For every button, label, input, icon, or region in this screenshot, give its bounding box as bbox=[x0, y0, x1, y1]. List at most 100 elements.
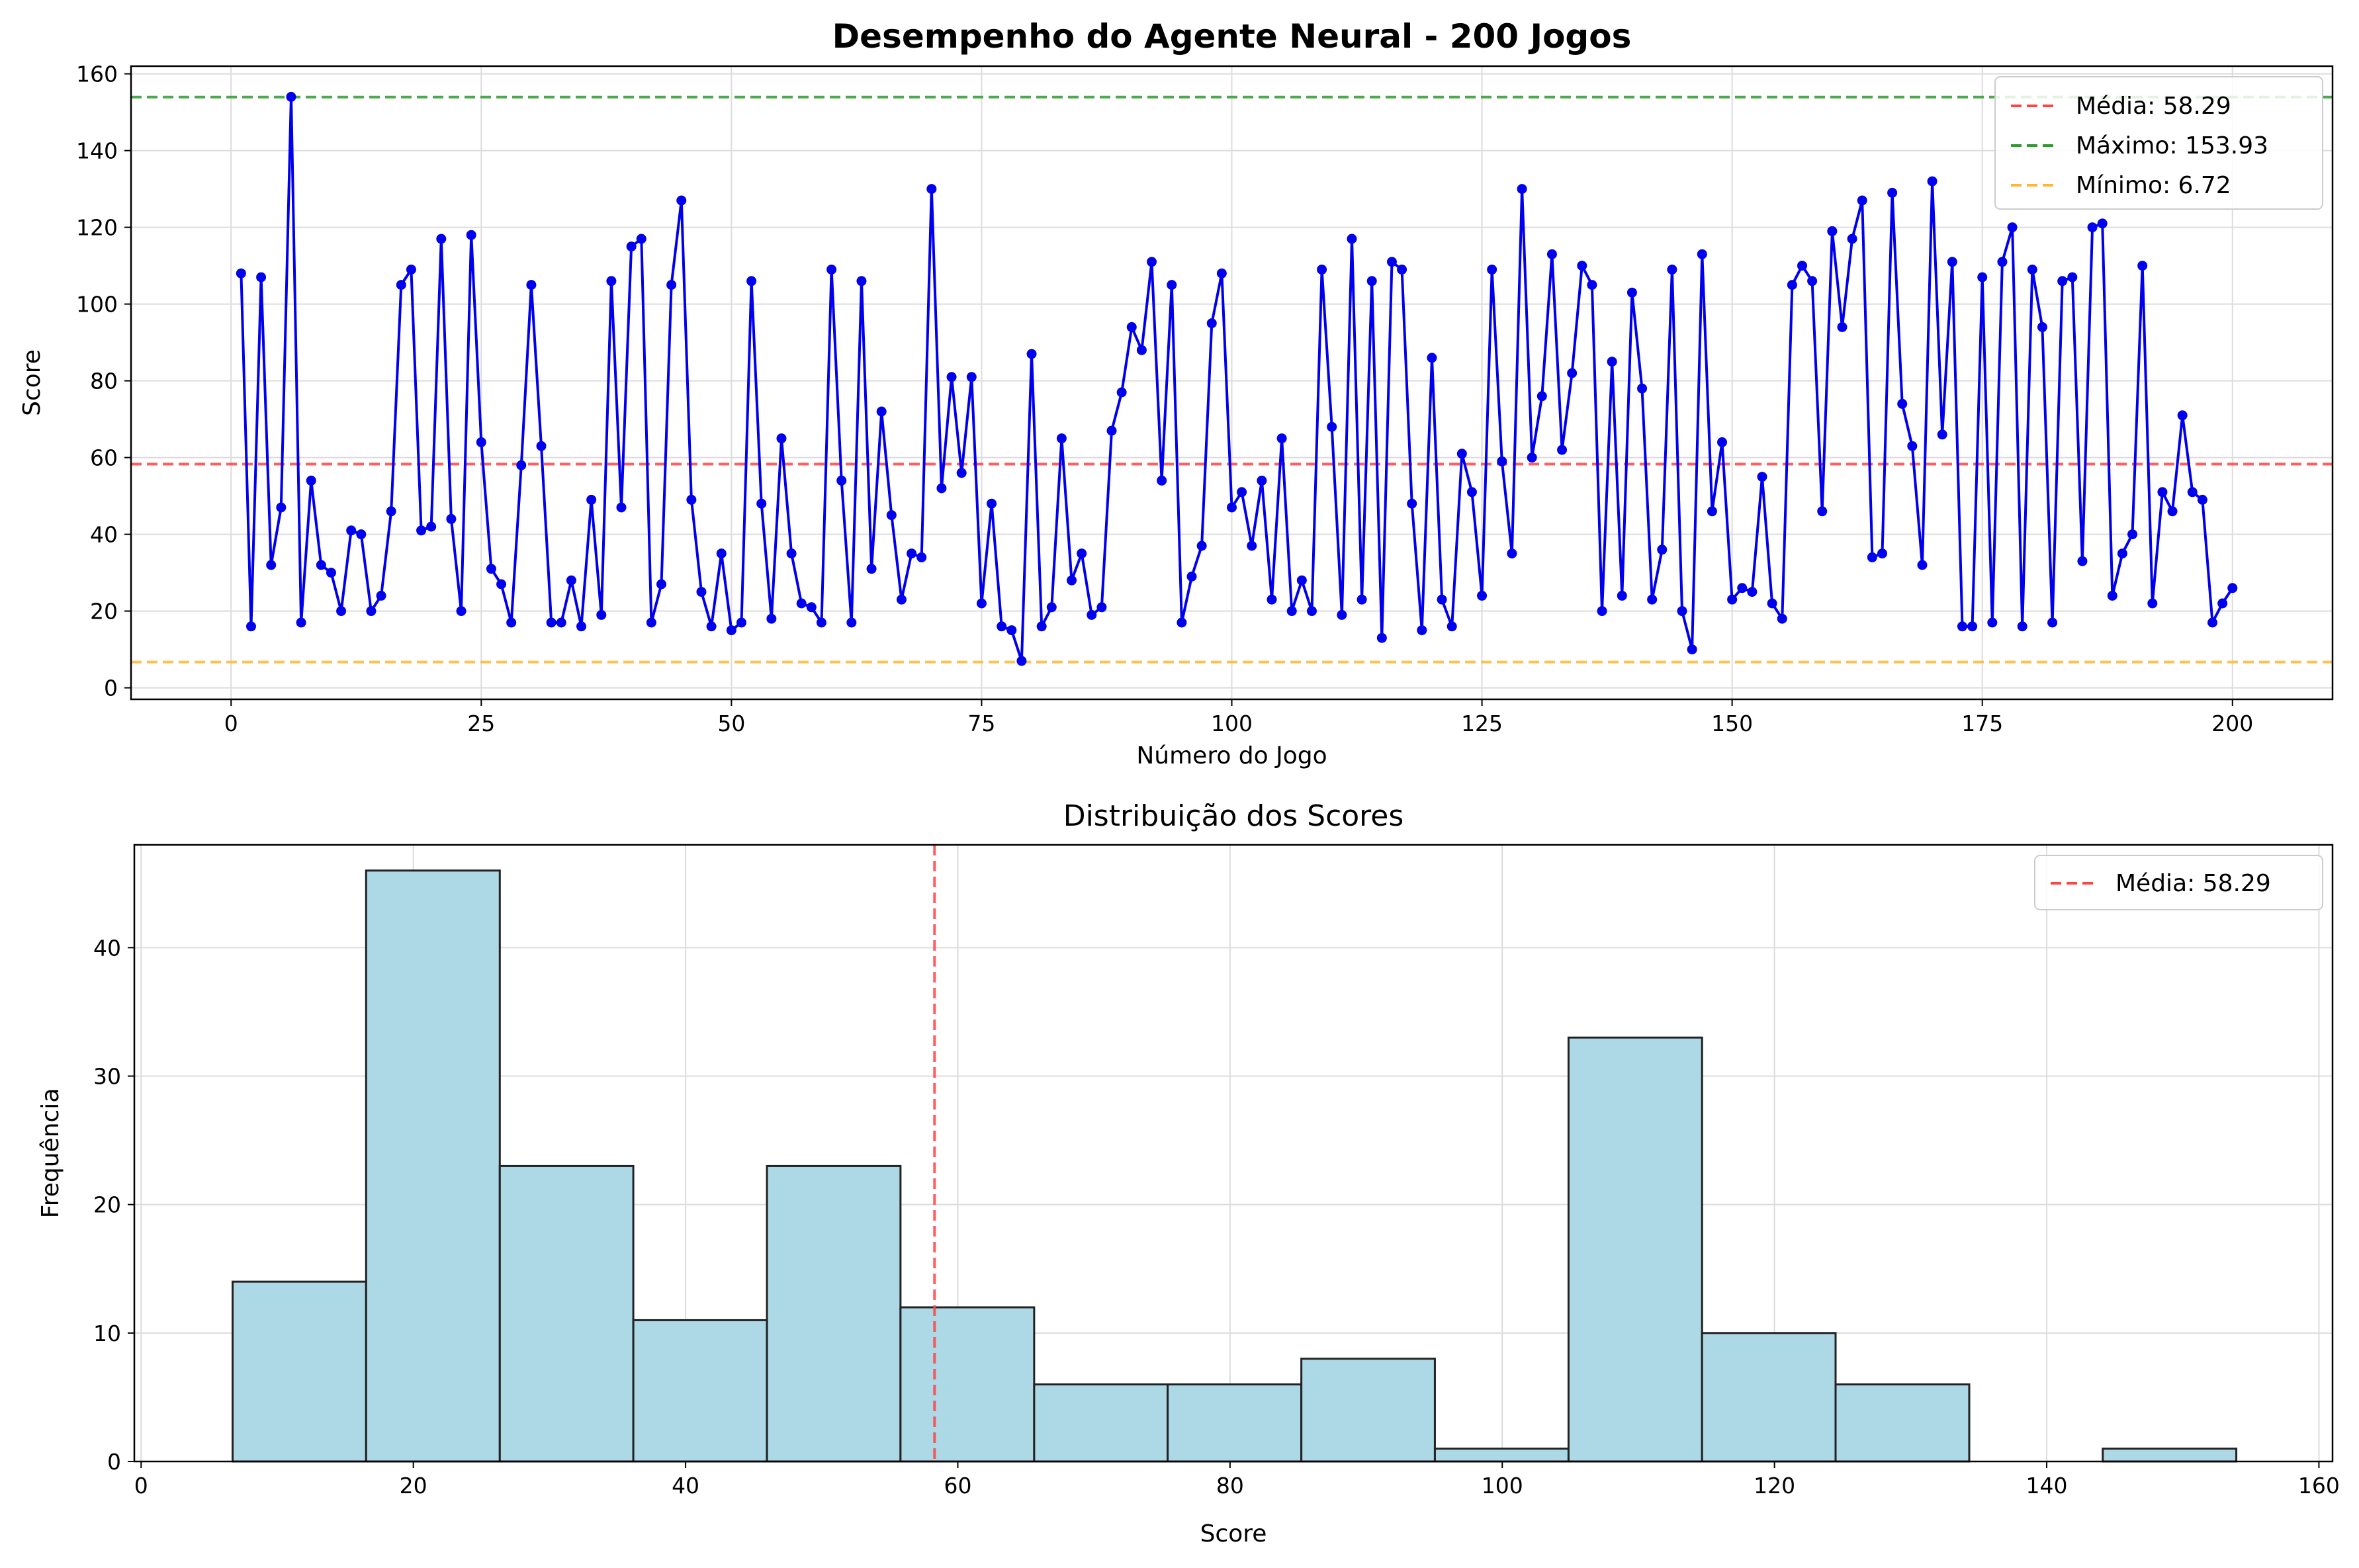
histogram-chart: Distribuição dos Scores 0 20 40 60 80 100 120 1… bbox=[37, 799, 2340, 1547]
data-point bbox=[907, 548, 917, 559]
data-point bbox=[646, 617, 656, 628]
y-tick-label: 160 bbox=[76, 62, 118, 87]
data-point bbox=[1667, 264, 1677, 275]
data-point bbox=[606, 276, 617, 286]
data-point bbox=[1366, 276, 1377, 286]
data-point bbox=[1887, 187, 1898, 198]
data-point bbox=[1196, 541, 1207, 551]
y-tick-label: 0 bbox=[107, 1449, 121, 1475]
data-point bbox=[1317, 264, 1327, 275]
x-axis-ticks: 0 20 40 60 80 100 120 140 160 bbox=[134, 1461, 2340, 1499]
data-point bbox=[2217, 598, 2228, 609]
legend-label: Média: 58.29 bbox=[2076, 93, 2231, 120]
x-tick-label: 160 bbox=[2298, 1473, 2340, 1499]
data-point bbox=[1296, 575, 1307, 586]
data-point bbox=[2157, 487, 2168, 498]
data-point bbox=[706, 621, 717, 632]
data-point bbox=[997, 621, 1007, 632]
data-point bbox=[966, 372, 977, 382]
data-point bbox=[576, 621, 587, 632]
data-point bbox=[1497, 456, 1507, 466]
data-point bbox=[2147, 598, 2158, 609]
x-axis-label: Número do Jogo bbox=[1136, 742, 1327, 769]
data-point bbox=[846, 617, 857, 628]
data-point bbox=[1707, 506, 1717, 517]
data-point bbox=[856, 276, 867, 286]
data-point bbox=[1897, 398, 1908, 409]
data-point bbox=[1977, 272, 1988, 283]
data-point bbox=[2037, 322, 2047, 332]
data-point bbox=[1247, 541, 1257, 551]
data-point bbox=[2127, 529, 2138, 540]
data-point bbox=[1757, 472, 1767, 482]
x-tick-label: 0 bbox=[224, 711, 238, 736]
data-point bbox=[1397, 264, 1407, 275]
data-point bbox=[2117, 548, 2127, 559]
data-point bbox=[746, 276, 757, 286]
histogram-bar bbox=[766, 1164, 902, 1463]
histogram-bar bbox=[1300, 1358, 1436, 1463]
data-point bbox=[1327, 421, 1337, 432]
data-point bbox=[1697, 249, 1707, 259]
x-tick-label: 175 bbox=[1961, 711, 2003, 736]
data-point bbox=[1617, 590, 1627, 601]
data-point bbox=[1797, 261, 1807, 271]
data-point bbox=[2077, 556, 2088, 566]
x-tick-label: 200 bbox=[2211, 711, 2253, 736]
data-point bbox=[1437, 594, 1447, 605]
data-point bbox=[1206, 318, 1217, 329]
y-tick-label: 0 bbox=[104, 675, 118, 701]
data-point bbox=[1657, 544, 1668, 555]
x-axis-ticks: 0 25 50 75 100 125 150 175 200 bbox=[224, 699, 2253, 736]
legend-label: Máximo: 153.93 bbox=[2076, 132, 2268, 159]
data-point bbox=[987, 498, 997, 509]
plot-frame bbox=[133, 844, 2334, 1463]
data-point bbox=[1036, 621, 1047, 632]
data-point bbox=[1777, 613, 1787, 624]
data-point bbox=[2177, 410, 2188, 421]
data-point bbox=[1597, 606, 1607, 617]
data-point bbox=[1927, 176, 1937, 187]
data-point bbox=[256, 272, 267, 283]
data-point bbox=[1717, 437, 1728, 447]
data-point bbox=[426, 521, 437, 532]
data-point bbox=[316, 560, 326, 570]
data-point bbox=[1787, 280, 1797, 290]
data-point bbox=[2057, 276, 2068, 286]
data-point bbox=[1967, 621, 1978, 632]
data-point bbox=[476, 437, 486, 447]
data-point bbox=[1347, 234, 1357, 244]
data-point bbox=[766, 613, 777, 624]
data-point bbox=[1286, 606, 1297, 617]
data-point bbox=[2137, 261, 2148, 271]
histogram-bar bbox=[498, 1164, 635, 1463]
data-point bbox=[276, 502, 287, 513]
data-point bbox=[1006, 625, 1017, 636]
x-tick-label: 100 bbox=[1482, 1473, 1523, 1499]
data-point bbox=[286, 91, 296, 102]
data-point bbox=[676, 195, 687, 206]
data-point bbox=[2017, 621, 2027, 632]
data-point bbox=[616, 502, 627, 513]
data-point bbox=[236, 268, 246, 279]
data-point bbox=[2047, 617, 2058, 628]
data-point bbox=[2227, 583, 2238, 593]
data-point bbox=[1216, 268, 1227, 279]
x-tick-label: 140 bbox=[2026, 1473, 2068, 1499]
data-point bbox=[1987, 617, 1998, 628]
data-point bbox=[2067, 272, 2078, 283]
data-point bbox=[1306, 606, 1317, 617]
data-point bbox=[656, 579, 667, 589]
data-point bbox=[1096, 602, 1107, 613]
data-point bbox=[1607, 357, 1617, 367]
x-tick-label: 80 bbox=[1216, 1473, 1244, 1499]
x-tick-label: 100 bbox=[1211, 711, 1253, 736]
y-tick-label: 20 bbox=[93, 1192, 121, 1218]
data-point bbox=[886, 510, 897, 521]
histogram-bar bbox=[1567, 1036, 1703, 1463]
data-point bbox=[466, 230, 476, 240]
y-axis-ticks: 0 10 20 30 40 bbox=[93, 935, 134, 1475]
data-point bbox=[1807, 276, 1818, 286]
data-point bbox=[876, 406, 887, 417]
data-point bbox=[386, 506, 396, 517]
